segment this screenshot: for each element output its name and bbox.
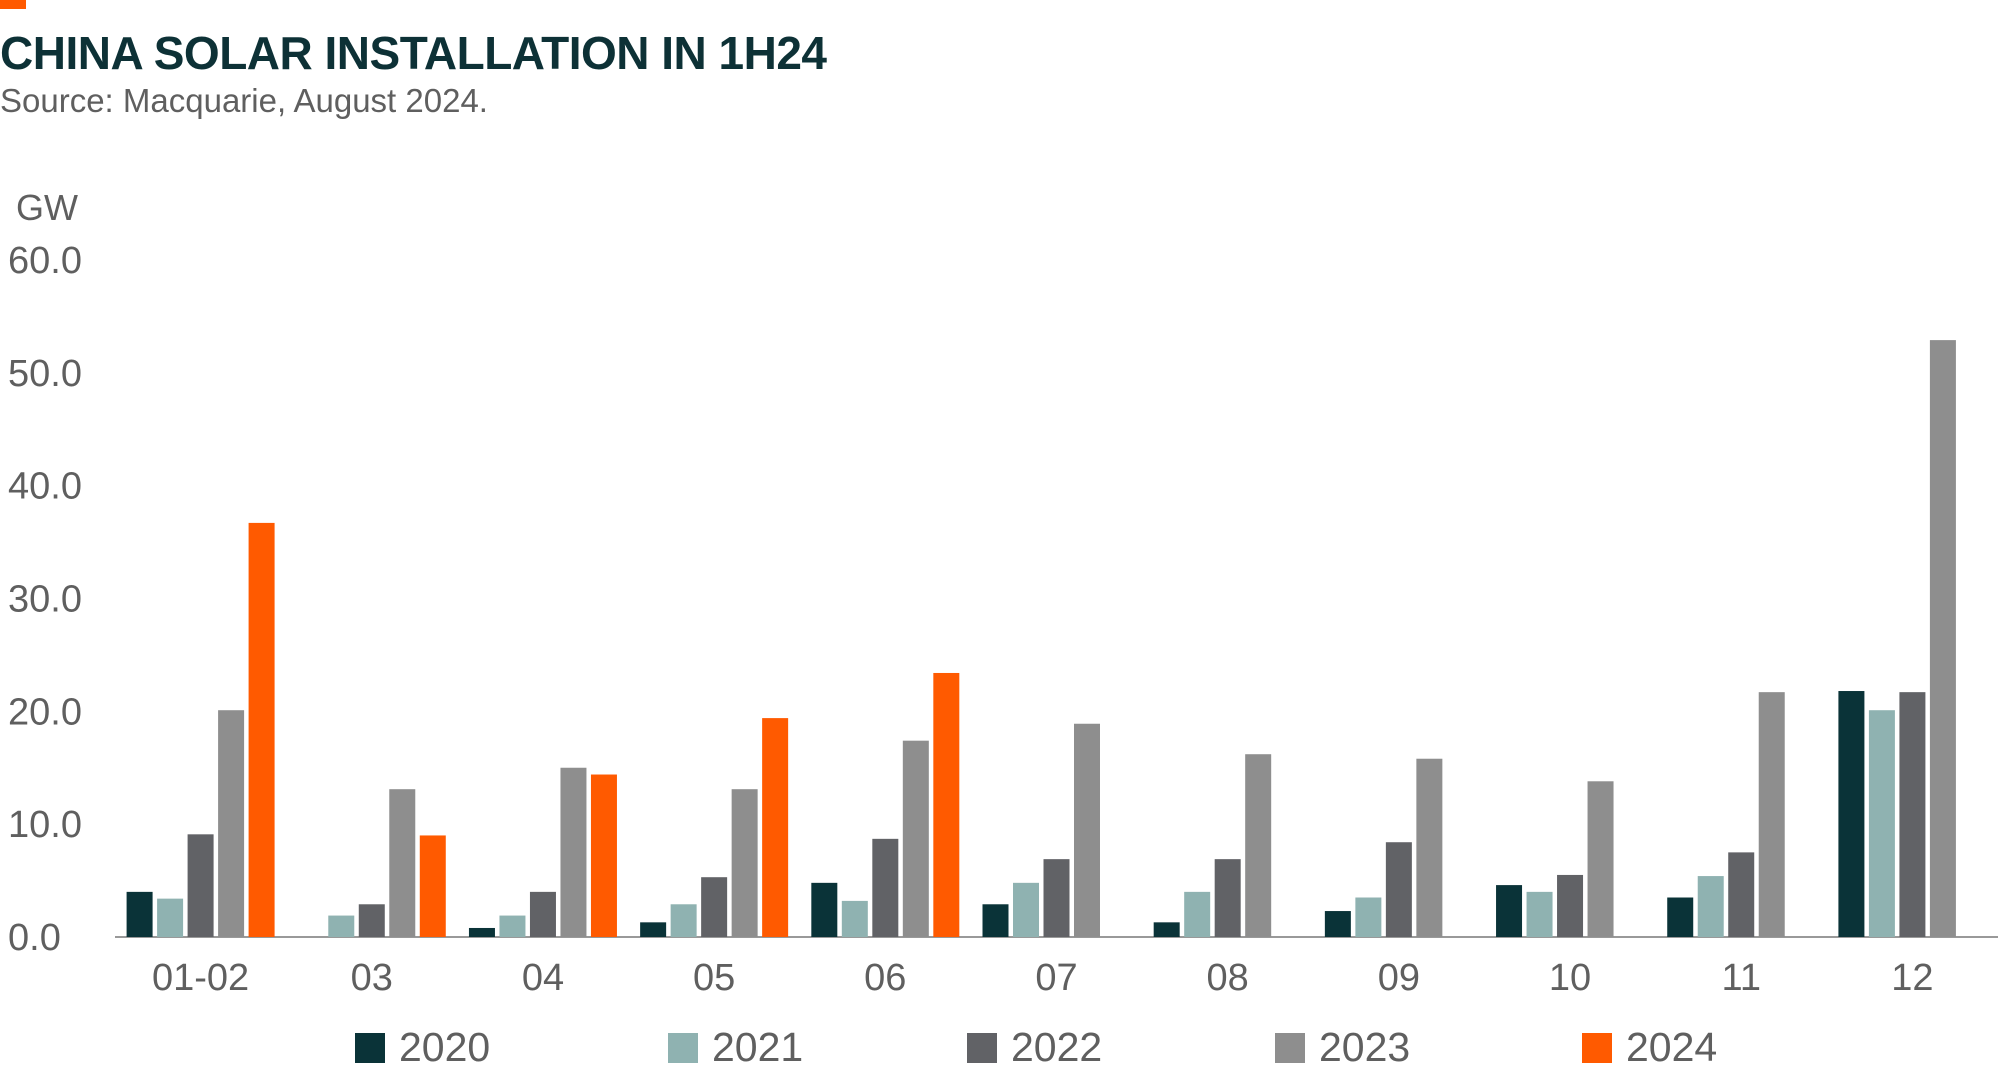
bar-2020-01-02	[126, 891, 153, 937]
bar-2022-01-02	[187, 834, 214, 937]
y-tick-label: 50.0	[8, 353, 82, 395]
bar-2023-04	[560, 767, 587, 937]
y-tick-label: 10.0	[8, 804, 82, 846]
bar-2020-11	[1667, 897, 1694, 937]
bar-2020-12	[1838, 691, 1865, 937]
bar-2021-09	[1355, 897, 1382, 937]
bar-2021-03	[328, 915, 355, 937]
bar-2024-06	[933, 672, 960, 937]
bar-2022-03	[358, 904, 385, 937]
y-tick-label: 30.0	[8, 579, 82, 621]
bar-2023-05	[731, 789, 758, 937]
bar-2022-04	[529, 891, 556, 937]
x-tick-label: 08	[1207, 957, 1249, 999]
bar-2022-08	[1214, 859, 1241, 937]
x-tick-label: 12	[1891, 957, 1933, 999]
x-tick-label: 11	[1722, 957, 1761, 999]
bar-2020-05	[640, 922, 667, 937]
x-tick-label: 06	[864, 957, 906, 999]
y-tick-label: 0.0	[8, 917, 61, 959]
bar-2024-01-02	[248, 522, 275, 937]
bar-2023-03	[389, 789, 416, 937]
legend-label-2022: 2022	[1011, 1024, 1102, 1070]
bar-2022-09	[1385, 842, 1412, 937]
bar-2021-06	[841, 900, 868, 937]
bar-2022-11	[1728, 852, 1755, 937]
y-axis-unit-label: GW	[16, 187, 78, 228]
legend-label-2023: 2023	[1319, 1024, 1410, 1070]
legend-label-2020: 2020	[399, 1024, 490, 1070]
legend-label-2024: 2024	[1626, 1024, 1717, 1070]
bar-2021-04	[499, 915, 526, 937]
bar-2021-07	[1013, 882, 1039, 937]
bar-2020-07	[982, 904, 1009, 937]
bar-2023-12	[1929, 340, 1956, 937]
legend-swatch-2020	[355, 1033, 385, 1063]
bar-2022-07	[1043, 859, 1070, 937]
chart-source: Source: Macquarie, August 2024.	[0, 82, 488, 119]
x-tick-label: 01-02	[152, 957, 249, 999]
bar-2022-10	[1557, 874, 1584, 937]
x-tick-label: 09	[1378, 957, 1420, 999]
y-tick-label: 40.0	[8, 466, 82, 508]
x-tick-label: 03	[351, 957, 393, 999]
y-tick-label: 60.0	[8, 240, 82, 282]
x-tick-label: 10	[1549, 957, 1591, 999]
bar-2020-06	[811, 882, 838, 937]
bar-2023-11	[1758, 692, 1785, 937]
bar-2021-08	[1184, 891, 1211, 937]
legend-swatch-2023	[1275, 1033, 1305, 1063]
bar-2021-12	[1868, 710, 1895, 937]
bar-2021-01-02	[157, 898, 184, 937]
legend-swatch-2021	[668, 1033, 698, 1063]
bar-2021-05	[670, 904, 697, 937]
bar-2022-06	[872, 838, 899, 937]
bar-2021-11	[1697, 876, 1724, 937]
bar-2020-08	[1153, 922, 1180, 937]
bar-2023-10	[1587, 781, 1614, 937]
chart-title: CHINA SOLAR INSTALLATION IN 1H24	[0, 27, 827, 79]
x-tick-label: 07	[1035, 957, 1077, 999]
bar-2024-05	[762, 718, 789, 937]
bar-2023-07	[1074, 723, 1100, 937]
bar-2023-01-02	[218, 710, 245, 937]
legend-swatch-2022	[967, 1033, 997, 1063]
bar-2023-08	[1245, 754, 1272, 937]
accent-bar	[0, 0, 26, 9]
bar-2024-04	[590, 774, 617, 937]
bar-2020-10	[1496, 885, 1523, 937]
bar-2020-09	[1324, 911, 1351, 937]
x-tick-label: 04	[522, 957, 564, 999]
bar-2021-10	[1526, 891, 1553, 937]
bar-2023-06	[902, 740, 929, 937]
legend-swatch-2024	[1582, 1033, 1612, 1063]
bar-2024-03	[419, 835, 446, 937]
x-tick-label: 05	[693, 957, 735, 999]
y-tick-label: 20.0	[8, 691, 82, 733]
bar-2023-09	[1416, 758, 1443, 937]
bar-2022-05	[701, 877, 728, 937]
legend-label-2021: 2021	[712, 1024, 803, 1070]
bar-2020-04	[468, 927, 495, 937]
bar-2022-12	[1899, 692, 1926, 937]
